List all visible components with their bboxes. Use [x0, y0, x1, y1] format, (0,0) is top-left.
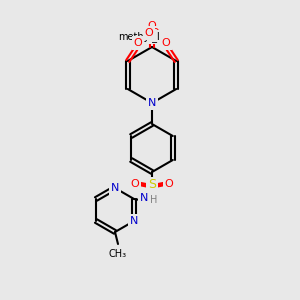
Text: O: O [151, 28, 160, 38]
Text: O: O [162, 38, 171, 48]
Text: N: N [111, 183, 119, 193]
Text: O: O [148, 21, 156, 31]
Text: O: O [165, 179, 173, 189]
Text: N: N [130, 216, 138, 226]
Text: O: O [134, 38, 142, 48]
Text: O: O [130, 179, 140, 189]
Text: N: N [140, 193, 148, 203]
Text: O: O [144, 28, 153, 38]
Text: CH₃: CH₃ [109, 249, 127, 259]
Text: H: H [150, 195, 158, 205]
Text: methyl_l: methyl_l [118, 32, 160, 43]
Text: N: N [148, 98, 156, 108]
Text: S: S [148, 178, 156, 191]
